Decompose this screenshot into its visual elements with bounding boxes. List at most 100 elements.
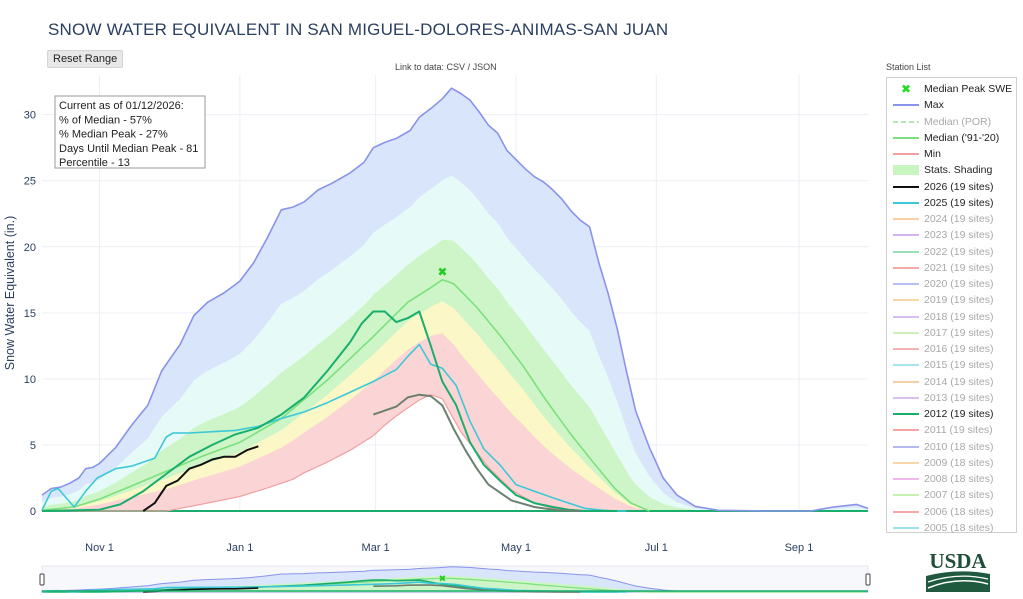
x-tick-label: Jul 1 <box>645 542 668 554</box>
json-link[interactable]: JSON <box>472 62 497 72</box>
legend-swatch <box>893 461 919 464</box>
x-tick-label: Sep 1 <box>785 542 814 554</box>
info-box <box>54 95 206 169</box>
legend-swatch <box>893 364 919 367</box>
series-line-max <box>41 87 869 512</box>
legend-label: 2016 (19 sites) <box>924 343 994 355</box>
legend-item[interactable]: 2020 (19 sites) <box>891 276 1015 292</box>
legend-item[interactable]: Min <box>891 146 1015 162</box>
legend-label: 2010 (18 sites) <box>924 440 994 453</box>
legend-item[interactable]: Median ('91-'20) <box>891 130 1015 146</box>
legend-swatch <box>893 526 919 529</box>
legend-item[interactable]: 2018 (19 sites) <box>891 309 1015 325</box>
range-handle-right[interactable] <box>865 573 871 586</box>
legend-item[interactable]: 2006 (18 sites) <box>891 504 1015 520</box>
range-handle-left[interactable] <box>39 573 45 586</box>
legend-swatch <box>893 299 919 302</box>
y-tick-label: 0 <box>30 506 36 518</box>
station-legend: ✖ Median Peak SWE Max Median (POR) Median ('… <box>886 77 1017 536</box>
legend-item[interactable]: 2015 (19 sites) <box>891 357 1015 373</box>
legend-label: 2014 (19 sites) <box>924 375 994 388</box>
link-separator: / <box>465 62 473 72</box>
series-line-median-91-20- <box>41 279 650 512</box>
legend-label: 2021 (19 sites) <box>924 261 994 274</box>
reset-range-button[interactable]: Reset Range <box>47 50 124 68</box>
legend-swatch <box>893 283 919 285</box>
legend-item[interactable]: 2014 (19 sites) <box>891 374 1015 390</box>
legend-label: 2025 (19 sites) <box>924 196 994 209</box>
legend-item[interactable]: Max <box>891 97 1015 113</box>
legend-label: 2006 (18 sites) <box>924 505 994 518</box>
legend-swatch <box>893 250 919 253</box>
legend-swatch <box>893 218 919 220</box>
legend-item[interactable]: 2013 (19 sites) <box>891 390 1015 406</box>
y-tick-label: 25 <box>24 176 36 188</box>
legend-swatch <box>893 201 919 204</box>
legend-swatch <box>893 413 919 415</box>
legend-item[interactable]: 2010 (18 sites) <box>891 439 1015 455</box>
median-peak-marker: ✖ <box>437 265 447 279</box>
legend-title: Station List <box>886 62 931 72</box>
y-tick-label: 30 <box>24 110 36 122</box>
legend-item[interactable]: 2017 (19 sites) <box>891 325 1015 341</box>
legend-item[interactable]: 2026 (19 sites) <box>891 179 1015 195</box>
legend-item[interactable]: Stats. Shading <box>891 162 1015 178</box>
info-box-line: Current as of 01/12/2026: <box>59 100 184 112</box>
legend-item[interactable]: 2011 (19 sites) <box>891 422 1015 438</box>
legend-item[interactable]: 2009 (18 sites) <box>891 455 1015 471</box>
p10-shading <box>42 333 868 511</box>
legend-swatch <box>893 234 919 237</box>
y-tick-label: 5 <box>30 440 36 452</box>
x-tick-label: Jan 1 <box>226 542 253 554</box>
page-title: SNOW WATER EQUIVALENT IN SAN MIGUEL-DOLO… <box>48 20 669 39</box>
legend-label: 2005 (18 sites) <box>924 521 994 534</box>
legend-label: Max <box>924 99 944 112</box>
legend-item[interactable]: 2023 (19 sites) <box>891 227 1015 243</box>
legend-label: 2011 (19 sites) <box>924 424 993 437</box>
legend-label: 2015 (19 sites) <box>924 359 994 372</box>
legend-item[interactable]: 2016 (19 sites) <box>891 341 1015 357</box>
legend-label: 2019 (19 sites) <box>924 294 994 307</box>
link-prefix: Link to data: <box>395 62 447 72</box>
legend-label: 2012 (19 sites) <box>924 408 994 420</box>
legend-label: 2018 (19 sites) <box>924 310 994 323</box>
legend-item[interactable]: 2012 (19 sites) <box>891 406 1015 422</box>
legend-label: Median ('91-'20) <box>924 131 1000 144</box>
series-line-2012-19-sites- <box>41 310 618 512</box>
legend-swatch <box>893 478 919 480</box>
legend-label: 2026 (19 sites) <box>924 180 994 193</box>
legend-swatch <box>893 396 919 399</box>
legend-swatch <box>893 510 919 513</box>
legend-item[interactable]: 2019 (19 sites) <box>891 292 1015 308</box>
legend-item[interactable]: Median (POR) <box>891 114 1015 130</box>
legend-item[interactable]: 2008 (18 sites) <box>891 471 1015 487</box>
y-tick-label: 10 <box>24 374 36 386</box>
legend-item[interactable]: 2005 (18 sites) <box>891 520 1015 536</box>
legend-item[interactable]: 2025 (19 sites) <box>891 195 1015 211</box>
legend-label: 2024 (19 sites) <box>924 213 994 225</box>
info-box-line: % Median Peak - 27% <box>59 129 168 141</box>
range-peak-marker: ✖ <box>439 574 447 584</box>
legend-label: Stats. Shading <box>924 164 993 177</box>
y-tick-label: 20 <box>24 242 36 254</box>
legend-label: 2022 (19 sites) <box>924 245 994 258</box>
legend-swatch <box>893 266 919 269</box>
info-box-line: Percentile - 13 <box>59 157 130 169</box>
series-line-2025-19-sites- <box>41 343 627 512</box>
legend-item[interactable]: 2024 (19 sites) <box>891 211 1015 227</box>
swe-chart[interactable]: ✖ 0 5 10 15 20 25 30 Snow Water Equivalent (in.)… <box>0 0 880 597</box>
usda-logo: USDA <box>922 548 994 594</box>
legend-marker-icon: ✖ <box>900 82 912 96</box>
legend-item[interactable]: 2007 (18 sites) <box>891 487 1015 503</box>
legend-label: 2007 (18 sites) <box>924 489 994 502</box>
series-line-min-year <box>372 393 581 512</box>
legend-label: 2020 (19 sites) <box>924 278 994 290</box>
legend-item[interactable]: 2021 (19 sites) <box>891 260 1015 276</box>
legend-swatch <box>893 494 919 497</box>
legend-swatch <box>893 120 919 123</box>
legend-item[interactable]: 2022 (19 sites) <box>891 244 1015 260</box>
csv-link[interactable]: CSV <box>446 62 466 72</box>
legend-swatch <box>893 136 919 139</box>
legend-item[interactable]: ✖ Median Peak SWE <box>891 81 1015 97</box>
info-box-line: % of Median - 57% <box>59 114 152 126</box>
